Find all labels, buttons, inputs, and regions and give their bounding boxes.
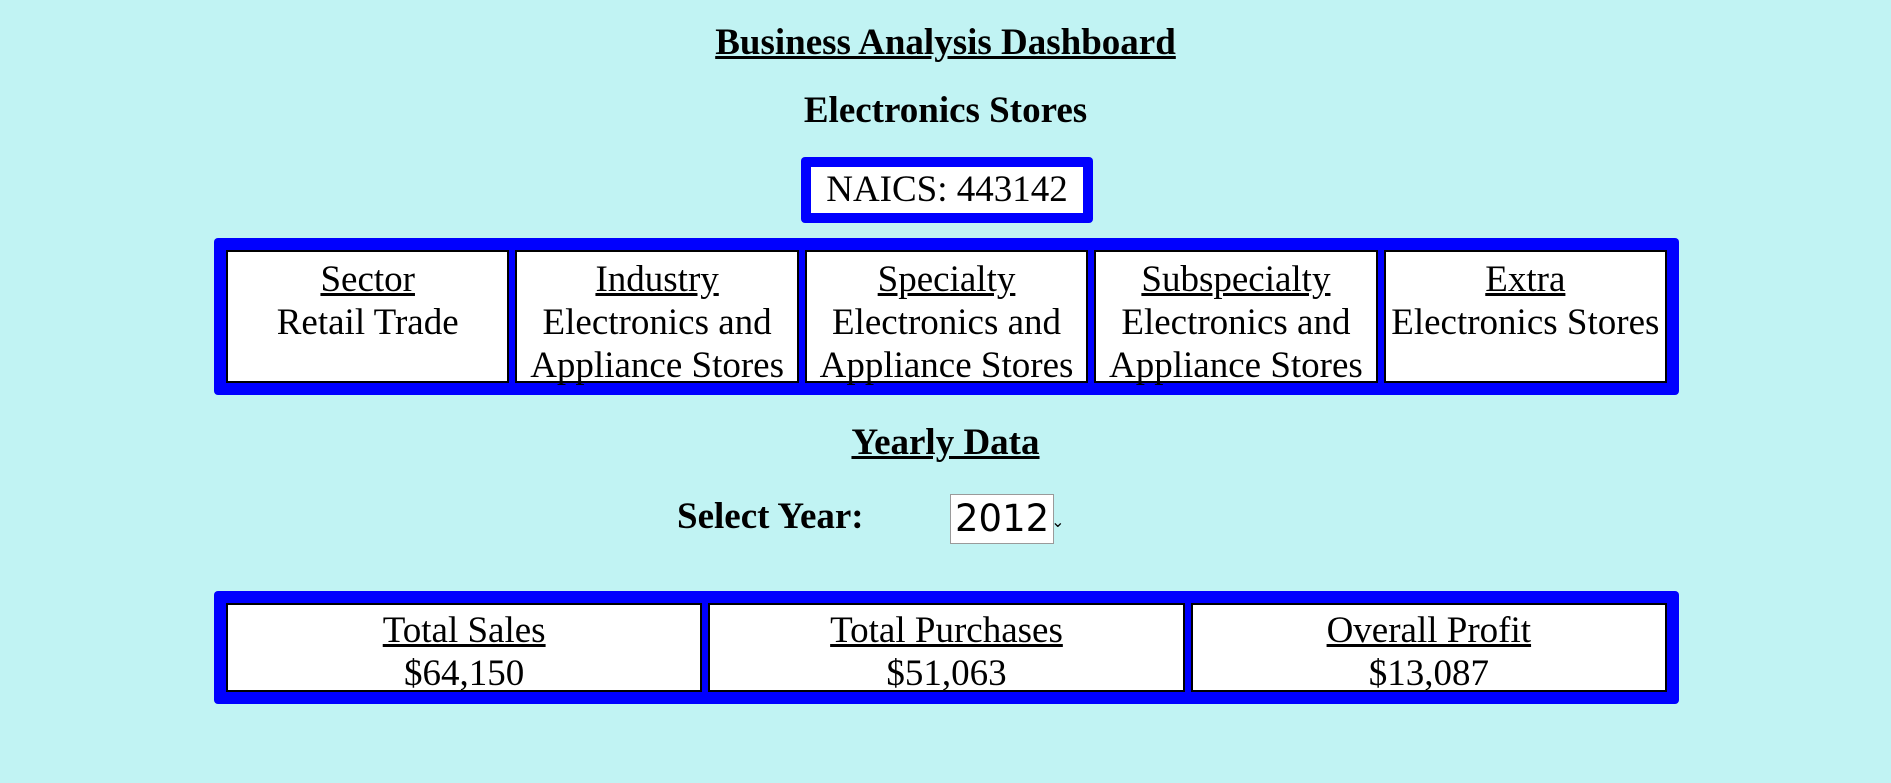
classification-label: Specialty	[877, 259, 1016, 300]
total-value: $64,150	[404, 653, 525, 694]
year-select[interactable]: 2012 ⌄	[950, 494, 1065, 544]
classification-cell-subspecialty: Subspecialty Electronics and Appliance S…	[1094, 250, 1378, 386]
page-subtitle: Electronics Stores	[803, 90, 1088, 131]
total-label: Total Purchases	[830, 610, 1063, 651]
classification-label: Extra	[1485, 259, 1566, 300]
naics-box: NAICS: 443142	[801, 157, 1093, 223]
classification-label: Industry	[595, 259, 719, 300]
total-value: $51,063	[886, 653, 1007, 694]
total-purchases-cell: Total Purchases $51,063	[708, 603, 1185, 694]
classification-panel: Sector Retail Trade Industry Electronics…	[214, 238, 1679, 395]
classification-cell-specialty: Specialty Electronics and Appliance Stor…	[804, 250, 1089, 386]
chevron-down-icon: ⌄	[1051, 512, 1065, 531]
total-value: $13,087	[1368, 653, 1489, 694]
year-select-value: 2012	[955, 497, 1050, 540]
yearly-data-title-text: Yearly Data	[851, 422, 1040, 463]
classification-cell-industry: Industry Electronics and Appliance Store…	[515, 250, 799, 386]
page-title: Business Analysis Dashboard	[0, 20, 1891, 66]
classification-value: Electronics and Appliance Stores	[1109, 302, 1363, 386]
classification-value: Electronics and Appliance Stores	[530, 302, 784, 386]
totals-panel: Total Sales $64,150 Total Purchases $51,…	[214, 591, 1679, 704]
select-year-label: Select Year:	[677, 496, 864, 537]
page-title-text: Business Analysis Dashboard	[715, 22, 1176, 63]
total-label: Total Sales	[382, 610, 546, 651]
yearly-data-title: Yearly Data	[0, 420, 1891, 466]
classification-label: Sector	[320, 259, 415, 300]
classification-cell-sector: Sector Retail Trade	[226, 250, 510, 383]
total-sales-cell: Total Sales $64,150	[226, 603, 703, 694]
classification-label: Subspecialty	[1141, 259, 1331, 300]
overall-profit-cell: Overall Profit $13,087	[1190, 603, 1667, 694]
classification-cell-extra: Extra Electronics Stores	[1383, 250, 1668, 383]
total-label: Overall Profit	[1326, 610, 1532, 651]
naics-code: NAICS: 443142	[811, 167, 1083, 213]
classification-value: Electronics and Appliance Stores	[819, 302, 1074, 386]
classification-value: Electronics Stores	[1391, 302, 1660, 343]
classification-value: Retail Trade	[276, 302, 459, 343]
